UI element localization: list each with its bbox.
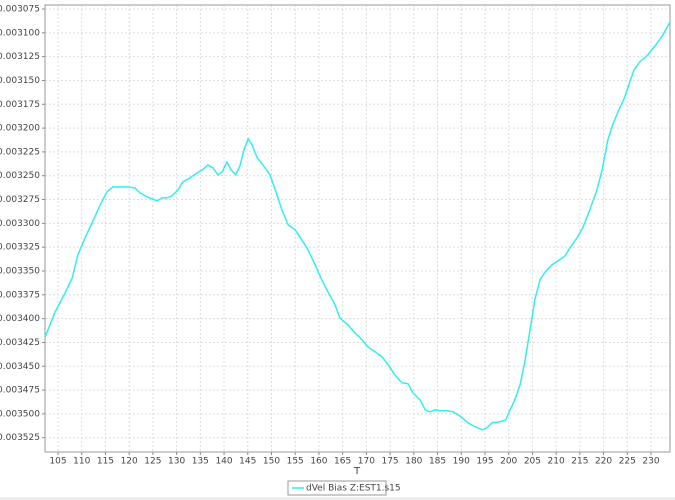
x-tick-label: 165 [334, 457, 351, 467]
data-line [44, 21, 671, 431]
y-tick-label: -0.003075 [0, 5, 40, 15]
y-tick-label: -0.003175 [0, 100, 40, 110]
y-tick-label: -0.003400 [0, 314, 40, 324]
x-tick-label: 150 [263, 457, 280, 467]
y-tick-label: -0.003525 [0, 433, 40, 443]
x-tick-label: 175 [381, 457, 398, 467]
bottom-strip [0, 497, 675, 500]
x-tick-label: 230 [642, 457, 659, 467]
y-tick-label: -0.003350 [0, 266, 40, 276]
y-tick-label: -0.003225 [0, 147, 40, 157]
x-tick-label: 110 [73, 457, 90, 467]
legend-label: dVel Bias Z:EST1.s15 [306, 484, 401, 494]
y-tick-label: -0.003425 [0, 338, 40, 348]
y-tick-label: -0.003250 [0, 171, 40, 181]
x-tick-label: 215 [571, 457, 588, 467]
y-tick-label: -0.003200 [0, 124, 40, 134]
x-tick-label: 130 [168, 457, 185, 467]
y-tick-label: -0.003100 [0, 28, 40, 38]
x-tick-label: 190 [453, 457, 470, 467]
x-tick-label: 200 [500, 457, 517, 467]
y-tick-label: -0.003375 [0, 290, 40, 300]
x-tick-label: 185 [429, 457, 446, 467]
x-tick-label: 135 [192, 457, 209, 467]
x-tick-label: 140 [215, 457, 232, 467]
x-tick-label: 210 [548, 457, 565, 467]
y-tick-label: -0.003150 [0, 76, 40, 86]
x-tick-label: 160 [310, 457, 327, 467]
x-tick-label: 105 [49, 457, 66, 467]
x-tick-label: 125 [144, 457, 161, 467]
x-tick-label: 115 [97, 457, 114, 467]
y-tick-label: -0.003500 [0, 409, 40, 419]
legend: dVel Bias Z:EST1.s15 [287, 480, 401, 496]
x-tick-label: 145 [239, 457, 256, 467]
x-tick-label: 180 [405, 457, 422, 467]
y-tick-label: -0.003275 [0, 195, 40, 205]
x-tick-label: 155 [287, 457, 304, 467]
x-tick-label: 120 [121, 457, 138, 467]
y-tick-label: -0.003125 [0, 52, 40, 62]
y-tick-label: -0.003475 [0, 386, 40, 396]
x-tick-label: 205 [524, 457, 541, 467]
x-tick-label: 225 [619, 457, 636, 467]
legend-box [287, 480, 387, 496]
x-tick-label: 220 [595, 457, 612, 467]
x-axis-label: T [353, 466, 361, 477]
y-tick-label: -0.003300 [0, 219, 40, 229]
x-tick-label: 170 [358, 457, 375, 467]
x-tick-label: 195 [476, 457, 493, 467]
y-tick-label: -0.003450 [0, 362, 40, 372]
plot-area [44, 4, 671, 453]
y-tick-label: -0.003325 [0, 243, 40, 253]
